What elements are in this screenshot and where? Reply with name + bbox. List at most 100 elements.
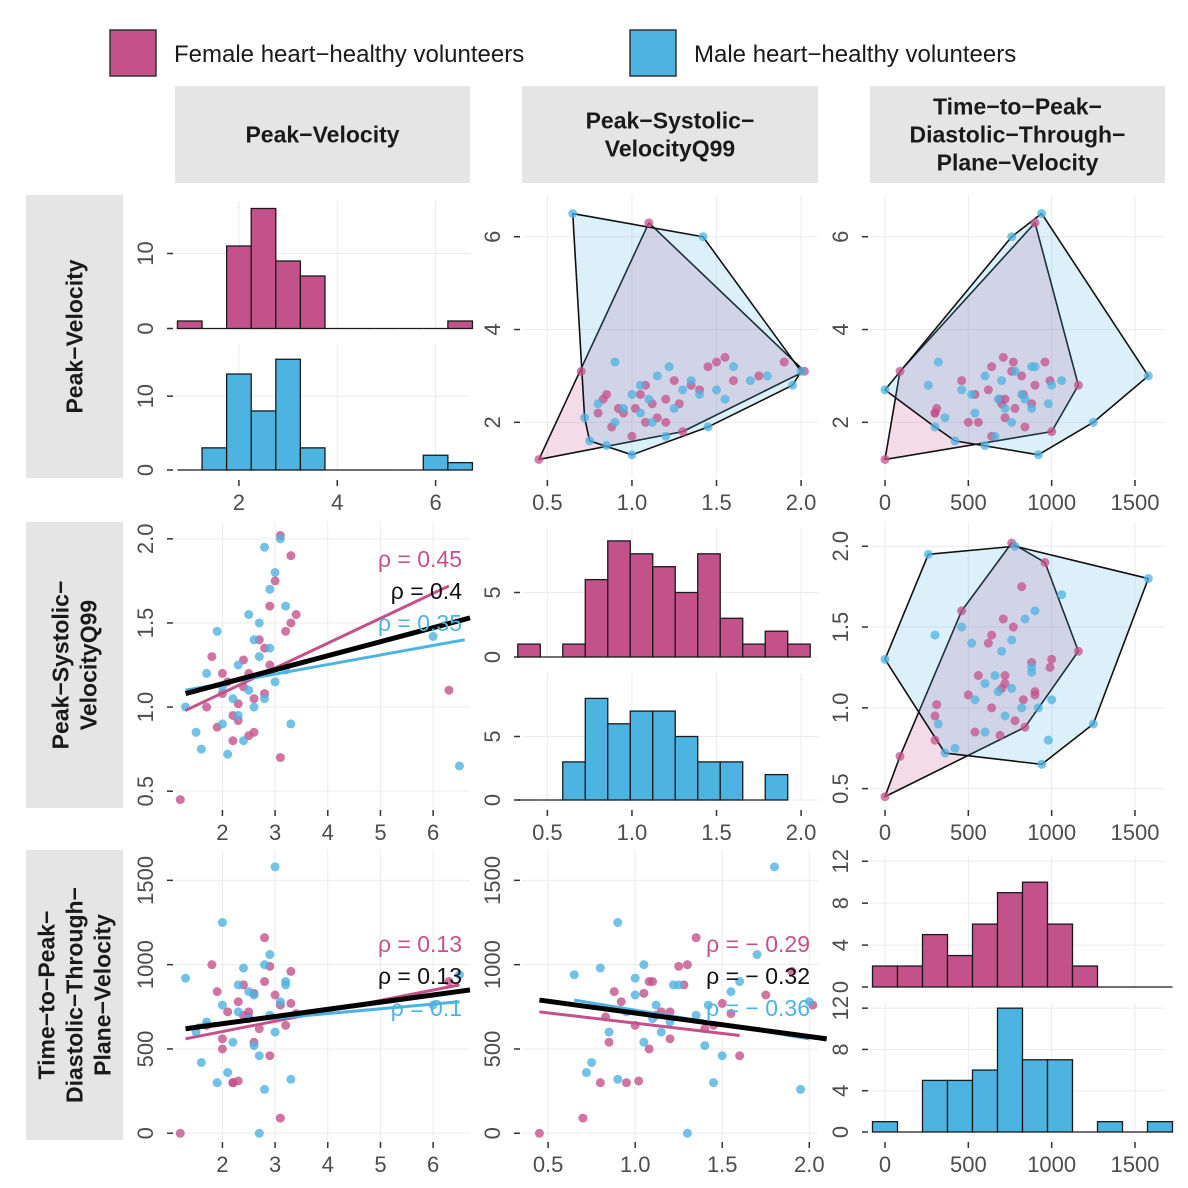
scatter-point-male — [260, 694, 270, 704]
row-strip-ttp — [26, 850, 123, 1140]
scatter-point-female — [534, 1128, 544, 1138]
scatter-point-female — [1045, 662, 1055, 672]
histogram-bar-female — [697, 553, 721, 658]
y-tick-label: 0.5 — [133, 776, 158, 807]
scatter-point-male — [930, 630, 940, 640]
scatter-point-male — [281, 601, 291, 611]
column-strip-ttp — [870, 86, 1165, 183]
scatter-point-female — [1040, 357, 1050, 367]
scatter-point-male — [568, 209, 578, 219]
y-tick-label: 10 — [133, 384, 158, 408]
scatter-point-male — [669, 403, 679, 413]
legend-male-swatch — [629, 29, 677, 77]
histogram-bar-male — [275, 358, 302, 471]
scatter-point-male — [254, 618, 264, 628]
scatter-point-male — [726, 987, 736, 997]
histogram-bar-female — [176, 320, 203, 330]
scatter-point-male — [1043, 735, 1053, 745]
hull-panel-psv-ttp: 0 500 1000 1500 0.5 1.0 1.5 2.0 — [828, 522, 1165, 845]
scatter-point-female — [754, 371, 764, 381]
scatter-point-male — [580, 413, 590, 423]
row-strip-label: Peak−Velocity — [62, 259, 88, 413]
scatter-point-female — [621, 1078, 631, 1088]
scatter-point-male — [1027, 362, 1037, 372]
y-tick-label: 1500 — [133, 856, 158, 905]
scatter-point-male — [270, 862, 280, 872]
scatter-point-male — [678, 385, 688, 395]
x-tick-label: 1000 — [1027, 490, 1076, 515]
scatter-point-female — [640, 417, 650, 427]
scatter-point-male — [703, 422, 713, 432]
scatter-point-male — [265, 950, 275, 960]
y-tick-label: 0 — [133, 322, 158, 334]
scatter-point-female — [286, 551, 296, 561]
scatter-point-male — [796, 366, 806, 376]
x-tick-label: 1.0 — [620, 1152, 651, 1177]
histogram-bar-female — [299, 275, 326, 330]
scatter-point-male — [745, 376, 755, 386]
x-tick-label: 6 — [427, 820, 439, 845]
x-tick-label: 6 — [427, 1152, 439, 1177]
scatter-point-male — [1007, 417, 1017, 427]
scatter-point-female — [616, 997, 626, 1007]
scatter-point-male — [281, 980, 291, 990]
correlation-label-female: ρ = 0.13 — [378, 931, 462, 957]
scatter-point-female — [1030, 380, 1040, 390]
scatter-point-female — [728, 376, 738, 386]
y-tick-label: 8 — [828, 897, 853, 909]
histogram-bar-male — [697, 761, 721, 801]
scatter-point-male — [233, 660, 243, 670]
scatter-point-male — [191, 727, 201, 737]
scatter-point-female — [1017, 582, 1027, 592]
scatter-point-female — [207, 652, 217, 662]
scatter-point-female — [1000, 671, 1010, 681]
scatter-point-female — [661, 394, 671, 404]
scatter-point-male — [627, 450, 637, 460]
x-tick-label: 0.5 — [532, 820, 563, 845]
scatter-point-male — [587, 1057, 597, 1067]
scatter-point-female — [270, 990, 280, 1000]
scatter-point-male — [970, 408, 980, 418]
y-tick-label: 4 — [828, 1085, 853, 1097]
histogram-bar-male — [871, 1121, 899, 1133]
scatter-point-female — [957, 376, 967, 386]
x-tick-label: 500 — [950, 1152, 987, 1177]
regression-line-female — [184, 584, 450, 712]
scatter-point-male — [923, 549, 933, 559]
scatter-point-male — [228, 694, 238, 704]
x-tick-label: 1000 — [1027, 1152, 1076, 1177]
row-strip-label: Time−to−Peak− — [34, 911, 60, 1080]
scatter-point-male — [212, 626, 222, 636]
scatter-point-female — [207, 960, 217, 970]
scatter-point-female — [260, 977, 270, 987]
x-tick-label: 2 — [216, 1152, 228, 1177]
y-tick-label: 6 — [828, 231, 853, 243]
scatter-point-male — [233, 710, 243, 720]
scatter-point-male — [1043, 399, 1053, 409]
scatter-point-female — [1020, 722, 1030, 732]
scatter-point-female — [644, 1044, 654, 1054]
histogram-bar-male — [562, 761, 586, 801]
convex-hull-male — [884, 545, 1150, 766]
x-tick-label: 1.5 — [701, 820, 732, 845]
y-tick-label: 0.5 — [828, 773, 853, 804]
scatter-point-male — [454, 970, 464, 980]
y-tick-label: 1.5 — [828, 612, 853, 643]
scatter-point-male — [249, 635, 259, 645]
convex-hull-male — [571, 212, 802, 456]
histogram-bar-male — [1096, 1121, 1124, 1133]
scatter-point-male — [569, 970, 579, 980]
scatter-point-male — [254, 1128, 264, 1138]
histogram-bar-female — [971, 923, 999, 988]
scatter-point-male — [228, 1037, 238, 1047]
scatter-point-male — [950, 436, 960, 446]
scatter-point-female — [963, 690, 973, 700]
scatter-point-female — [1017, 371, 1027, 381]
convex-hull-male — [884, 212, 1150, 456]
histogram-bar-male — [1021, 1059, 1049, 1133]
scatter-point-male — [709, 1078, 719, 1088]
scatter-point-male — [923, 380, 933, 390]
x-tick-label: 1.5 — [707, 1152, 738, 1177]
x-tick-label: 0.5 — [533, 1152, 564, 1177]
scatter-point-male — [610, 357, 620, 367]
